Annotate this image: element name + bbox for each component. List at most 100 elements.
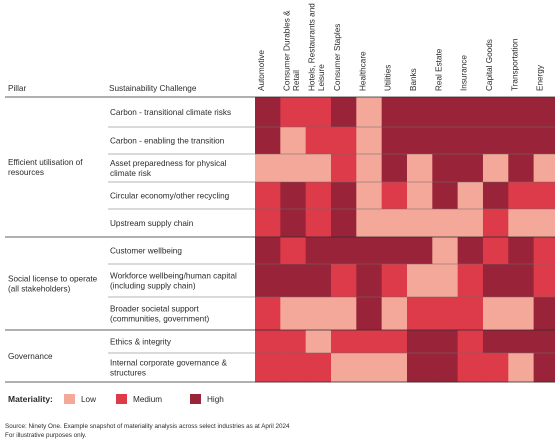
heatmap-cell [330, 264, 357, 298]
legend-swatch [116, 394, 127, 404]
challenge-label: Ethics & integrity [110, 338, 172, 347]
heatmap-cell [482, 353, 509, 383]
heatmap-cell [432, 297, 459, 331]
heatmap-cell [280, 97, 307, 128]
heatmap-cell [457, 127, 484, 155]
heatmap-cell [381, 97, 408, 128]
heatmap-cell [330, 127, 357, 155]
divider-lines [5, 96, 555, 383]
heatmap-cell [457, 154, 484, 183]
heatmap-cell [457, 97, 484, 128]
heatmap-cell [330, 182, 357, 210]
heatmap-cell [356, 237, 383, 265]
heatmap-cell [508, 353, 535, 383]
heatmap-cell [508, 330, 535, 354]
source-note: Source: Ninety One. Example snapshot of … [5, 423, 290, 439]
challenge-label: Circular economy/other recycling [110, 192, 230, 201]
heatmap-cell [381, 264, 408, 298]
heatmap-cell [508, 182, 535, 210]
heatmap-cell [508, 209, 535, 238]
heatmap-cell [406, 97, 433, 128]
heatmap-cell [457, 237, 484, 265]
heatmap-cell [482, 297, 509, 331]
challenge-label: Upstream supply chain [110, 219, 194, 228]
heatmap-cell [381, 297, 408, 331]
legend-swatch [64, 394, 75, 404]
heatmap-cell [482, 209, 509, 238]
heatmap-cell [457, 264, 484, 298]
heatmap-cell [508, 127, 535, 155]
heatmap-cell [432, 264, 459, 298]
heatmap-cell [280, 330, 307, 354]
heatmap-cell [305, 182, 332, 210]
heatmap-cell [356, 264, 383, 298]
heatmap-cell [255, 154, 281, 183]
legend-title: Materiality: [8, 394, 53, 404]
heatmap-cell [356, 127, 383, 155]
heatmap-cell [330, 353, 357, 383]
heatmap-cell [406, 127, 433, 155]
heatmap-cell [280, 182, 307, 210]
heatmap-cell [381, 127, 408, 155]
heatmap-cell [255, 209, 281, 238]
heatmap-cell [406, 330, 433, 354]
heatmap-cell [305, 264, 332, 298]
heatmap-cell [432, 237, 459, 265]
industry-header: Consumer Staples [333, 24, 342, 91]
heatmap-cell [482, 127, 509, 155]
heatmap-cell [508, 154, 535, 183]
heatmap-cell [356, 154, 383, 183]
heatmap-cell [533, 330, 555, 354]
source-line: Source: Ninety One. Example snapshot of … [5, 423, 290, 430]
heatmap-cell [432, 97, 459, 128]
heatmap-cell [280, 127, 307, 155]
heatmap-cell [533, 264, 555, 298]
heatmap-cell [255, 127, 281, 155]
challenge-header: Sustainability Challenge [109, 84, 197, 93]
heatmap-cell [381, 182, 408, 210]
heatmap-cell [457, 182, 484, 210]
heatmap-cell [280, 353, 307, 383]
heatmap-cell [457, 330, 484, 354]
heatmap-cell [381, 154, 408, 183]
heatmap-cell [482, 330, 509, 354]
challenge-label: Workforce wellbeing/human capital (includ… [110, 272, 237, 291]
heatmap-cell [432, 154, 459, 183]
heatmap-cell [255, 237, 281, 265]
challenge-label: Carbon - transitional climate risks [110, 108, 231, 117]
industry-header: Energy [536, 64, 545, 91]
heatmap-cell [381, 330, 408, 354]
heatmap-cell [508, 297, 535, 331]
heatmap-cell [305, 297, 332, 331]
heatmap-cell [533, 182, 555, 210]
heatmap-cell [381, 209, 408, 238]
heatmap-cell [305, 353, 332, 383]
heatmap-cell [255, 97, 281, 128]
heatmap-cell [255, 264, 281, 298]
heatmap-cell [305, 237, 332, 265]
heatmap-cell [533, 209, 555, 238]
heatmap-cell [432, 330, 459, 354]
heatmap-cell [508, 237, 535, 265]
heatmap-cell [406, 264, 433, 298]
heatmap-cell [533, 297, 555, 331]
heatmap-cell [280, 154, 307, 183]
heatmap-cell [280, 297, 307, 331]
pillar-label: Social license to operate (all stakeholde… [8, 275, 98, 294]
heatmap-cell [482, 182, 509, 210]
challenge-label: Customer wellbeing [110, 247, 182, 256]
heatmap-cell [533, 127, 555, 155]
heatmap-cell [432, 209, 459, 238]
heatmap-cell [305, 209, 332, 238]
heatmap-cell [330, 97, 357, 128]
legend: Materiality: Low Medium High [8, 394, 224, 404]
challenge-label: Asset preparedness for physical climate r… [110, 159, 227, 178]
heatmap-cell [406, 237, 433, 265]
heatmap-cell [533, 97, 555, 128]
heatmap-cell [330, 237, 357, 265]
heatmap-cell [406, 154, 433, 183]
challenge-label: Internal corporate governance & structure… [110, 359, 228, 378]
heatmap-cell [533, 237, 555, 265]
heatmap-cell [432, 127, 459, 155]
